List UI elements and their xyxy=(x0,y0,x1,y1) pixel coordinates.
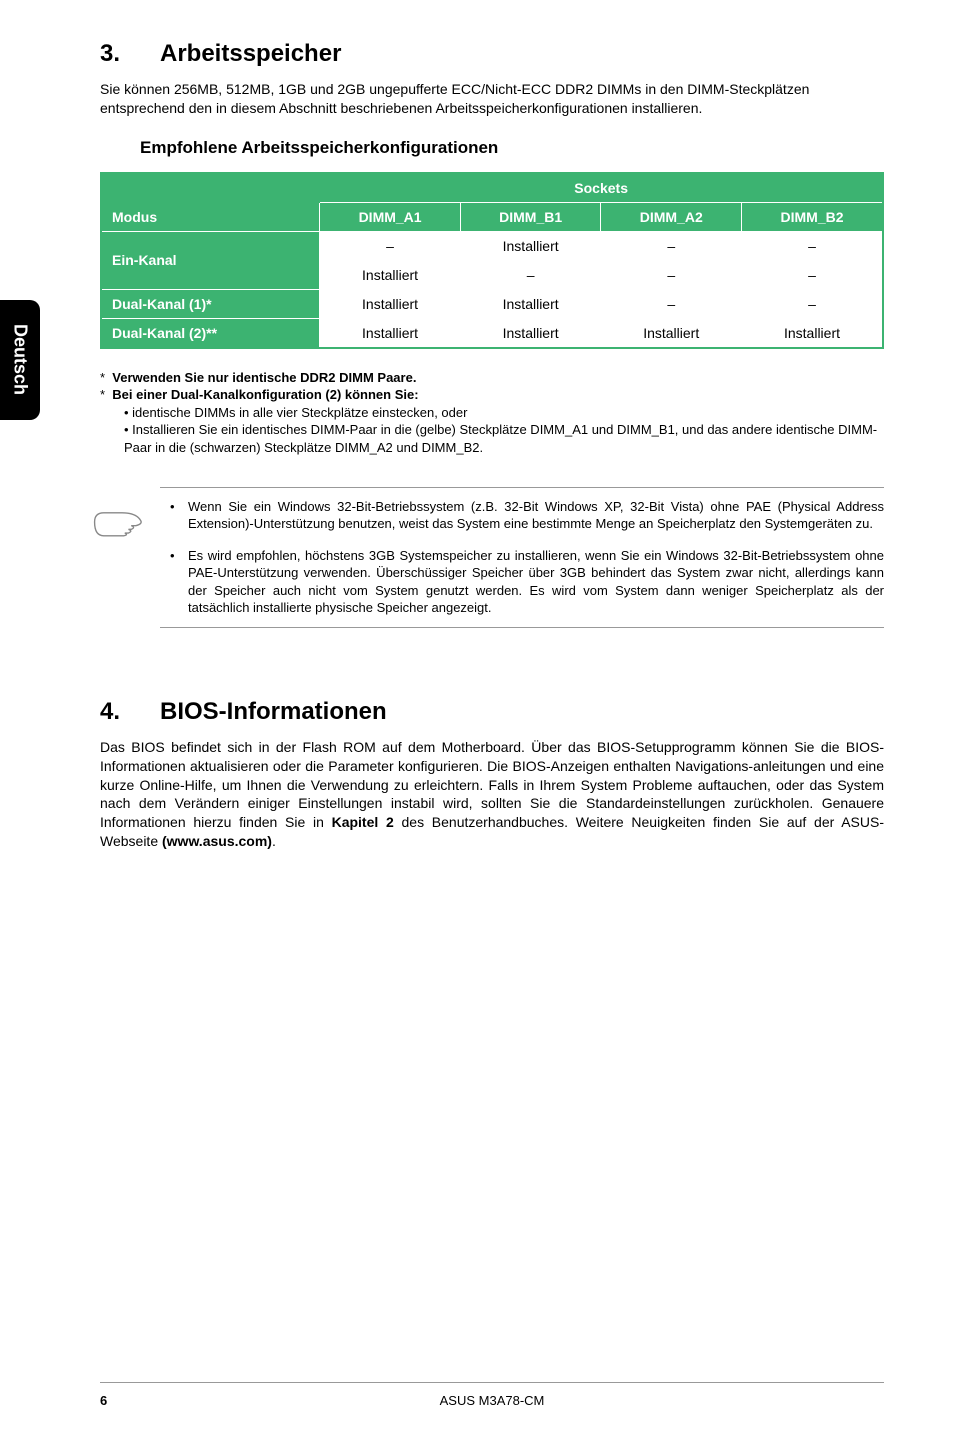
table-cell: Installiert xyxy=(320,260,461,289)
table-cell: – xyxy=(320,231,461,260)
bios-post: . xyxy=(272,833,276,849)
note2-list: identische DIMMs in alle vier Steckplätz… xyxy=(100,404,884,457)
bios-bold2: (www.asus.com) xyxy=(162,833,272,849)
table-top-header: Sockets xyxy=(320,173,883,203)
table-cell: – xyxy=(601,260,742,289)
table-cell: Installiert xyxy=(460,289,601,318)
table-cell: – xyxy=(742,289,883,318)
table-col-header: DIMM_A1 xyxy=(320,202,461,231)
footer-product: ASUS M3A78-CM xyxy=(100,1393,884,1408)
language-label: Deutsch xyxy=(10,324,31,395)
table-col-header: DIMM_A2 xyxy=(601,202,742,231)
section3-heading: 3.Arbeitsspeicher xyxy=(100,40,884,68)
info-item: Es wird empfohlen, höchstens 3GB Systems… xyxy=(160,547,884,617)
table-cell: – xyxy=(460,260,601,289)
section4-heading: 4.BIOS-Informationen xyxy=(100,698,884,726)
table-cell: Installiert xyxy=(460,231,601,260)
table-cell: – xyxy=(601,289,742,318)
notes-block: * Verwenden Sie nur identische DDR2 DIMM… xyxy=(100,369,884,457)
note2-title-line: * Bei einer Dual-Kanalkonfiguration (2) … xyxy=(100,386,884,404)
note2-item: identische DIMMs in alle vier Steckplätz… xyxy=(124,404,884,422)
note1: * Verwenden Sie nur identische DDR2 DIMM… xyxy=(100,369,884,387)
note1-text: Verwenden Sie nur identische DDR2 DIMM P… xyxy=(112,370,416,385)
table-row-label: Dual-Kanal (2)** xyxy=(101,318,320,348)
table-cell: Installiert xyxy=(320,289,461,318)
table-cell: – xyxy=(742,260,883,289)
info-block: Wenn Sie ein Windows 32-Bit-Betriebssyst… xyxy=(160,487,884,628)
table-col-header: Modus xyxy=(101,202,320,231)
section4-title: BIOS-Informationen xyxy=(160,698,387,725)
hand-note-icon xyxy=(90,502,145,542)
table-row-label: Ein-Kanal xyxy=(101,231,320,289)
section3-intro: Sie können 256MB, 512MB, 1GB und 2GB ung… xyxy=(100,80,884,118)
table-col-header: DIMM_B1 xyxy=(460,202,601,231)
page-footer: ASUS M3A78-CM 6 xyxy=(100,1382,884,1408)
table-cell: – xyxy=(742,231,883,260)
note2-item: Installieren Sie ein identisches DIMM-Pa… xyxy=(124,421,884,456)
memory-config-table: SocketsModusDIMM_A1DIMM_B1DIMM_A2DIMM_B2… xyxy=(100,172,884,349)
info-item: Wenn Sie ein Windows 32-Bit-Betriebssyst… xyxy=(160,498,884,533)
section3-num: 3. xyxy=(100,40,160,68)
table-cell: Installiert xyxy=(460,318,601,348)
table-corner xyxy=(101,173,320,203)
bios-bold1: Kapitel 2 xyxy=(332,814,394,830)
section3-subheading: Empfohlene Arbeitsspeicherkonfiguratione… xyxy=(140,138,884,158)
table-row-label: Dual-Kanal (1)* xyxy=(101,289,320,318)
table-col-header: DIMM_B2 xyxy=(742,202,883,231)
table-cell: Installiert xyxy=(320,318,461,348)
note2-title: Bei einer Dual-Kanalkonfiguration (2) kö… xyxy=(112,387,418,402)
language-tab: Deutsch xyxy=(0,300,40,420)
table-cell: Installiert xyxy=(742,318,883,348)
section3-title: Arbeitsspeicher xyxy=(160,40,341,67)
table-cell: – xyxy=(601,231,742,260)
info-list: Wenn Sie ein Windows 32-Bit-Betriebssyst… xyxy=(160,498,884,617)
table-cell: Installiert xyxy=(601,318,742,348)
section4-body: Das BIOS befindet sich in der Flash ROM … xyxy=(100,738,884,851)
section4-num: 4. xyxy=(100,698,160,726)
